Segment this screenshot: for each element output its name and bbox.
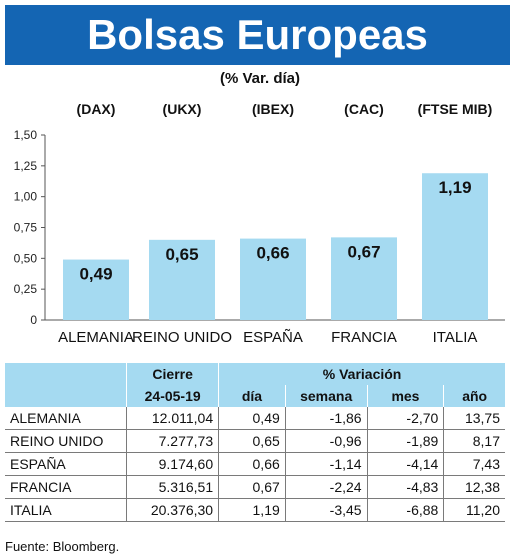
row-semana: -2,24: [284, 475, 368, 499]
row-cierre: 20.376,30: [126, 498, 219, 522]
source-note: Fuente: Bloomberg.: [5, 539, 120, 554]
row-ano: 11,20: [443, 498, 505, 522]
y-tick-label: 1,00: [14, 190, 38, 204]
index-label-ukx: (UKX): [162, 101, 202, 117]
row-ano: 13,75: [443, 407, 505, 430]
row-country: ESPAÑA: [5, 452, 127, 476]
header-cierre: Cierre: [126, 363, 219, 385]
table-row: FRANCIA 5.316,51 0,67 -2,24 -4,83 12,38: [5, 475, 505, 499]
row-country: ALEMANIA: [5, 407, 127, 430]
quotes-table-body: ALEMANIA 12.011,04 0,49 -1,86 -2,70 13,75 REIN…: [5, 407, 505, 522]
row-ano: 7,43: [443, 452, 505, 476]
bar-italia: [422, 173, 488, 320]
table-row: ITALIA 20.376,30 1,19 -3,45 -6,88 11,20: [5, 498, 505, 522]
chart-title: Bolsas Europeas: [5, 5, 510, 65]
bar-reino-unido: [149, 239, 215, 320]
row-cierre: 7.277,73: [126, 429, 219, 453]
row-semana: -0,96: [284, 429, 368, 453]
header-mes: mes: [366, 385, 444, 407]
index-labels: (DAX) (UKX) (IBEX) (CAC) (FTSE MIB): [0, 101, 520, 121]
row-mes: -4,83: [366, 475, 444, 499]
row-country: FRANCIA: [5, 475, 127, 499]
category-label: FRANCIA: [331, 329, 397, 346]
quotes-table: Cierre % Variación 24-05-19 día semana m…: [5, 363, 505, 522]
row-cierre: 9.174,60: [126, 452, 219, 476]
bar-value-label: 0,49: [79, 265, 112, 284]
bar-francia: [331, 237, 397, 320]
y-tick-label: 0,50: [14, 251, 38, 265]
bar-españa: [240, 238, 306, 320]
row-ano: 12,38: [443, 475, 505, 499]
category-label: ALEMANIA: [58, 329, 134, 346]
header-blank-2: [5, 385, 127, 407]
y-tick-label: 1,50: [14, 128, 38, 142]
index-label-dax: (DAX): [76, 101, 116, 117]
y-tick-label: 0: [30, 313, 37, 327]
index-label-ibex: (IBEX): [252, 101, 294, 117]
table-row: ESPAÑA 9.174,60 0,66 -1,14 -4,14 7,43: [5, 452, 505, 476]
row-dia: 0,65: [218, 429, 286, 453]
header-ano: año: [443, 385, 505, 407]
category-label: ESPAÑA: [243, 329, 303, 346]
header-variacion: % Variación: [218, 363, 505, 385]
header-dia: día: [218, 385, 286, 407]
bar-value-label: 0,67: [347, 242, 380, 261]
row-semana: -1,86: [284, 407, 368, 430]
row-cierre: 12.011,04: [126, 407, 219, 430]
header-blank: [5, 363, 127, 385]
row-ano: 8,17: [443, 429, 505, 453]
row-country: REINO UNIDO: [5, 429, 127, 453]
index-label-cac: (CAC): [344, 101, 384, 117]
row-cierre: 5.316,51: [126, 475, 219, 499]
y-tick-label: 0,25: [14, 282, 38, 296]
quotes-table-wrap: Cierre % Variación 24-05-19 día semana m…: [5, 363, 505, 522]
table-row: ALEMANIA 12.011,04 0,49 -1,86 -2,70 13,75: [5, 407, 505, 430]
bar-alemania: [63, 259, 129, 320]
row-semana: -1,14: [284, 452, 368, 476]
header-semana: semana: [284, 385, 368, 407]
header-date: 24-05-19: [126, 385, 219, 407]
chart-subtitle: (% Var. día): [219, 70, 301, 87]
row-semana: -3,45: [284, 498, 368, 522]
row-mes: -1,89: [366, 429, 444, 453]
row-dia: 0,66: [218, 452, 286, 476]
index-label-ftse-mib: (FTSE MIB): [417, 101, 493, 117]
row-mes: -4,14: [366, 452, 444, 476]
row-dia: 1,19: [218, 498, 286, 522]
bar-value-label: 0,65: [165, 245, 198, 264]
row-country: ITALIA: [5, 498, 127, 522]
row-mes: -6,88: [366, 498, 444, 522]
bar-value-label: 1,19: [438, 178, 471, 197]
y-tick-label: 1,25: [14, 159, 38, 173]
row-mes: -2,70: [366, 407, 444, 430]
category-label: ITALIA: [433, 329, 478, 346]
row-dia: 0,49: [218, 407, 286, 430]
category-label: REINO UNIDO: [132, 329, 232, 346]
bar-value-label: 0,66: [256, 244, 289, 263]
y-tick-label: 0,75: [14, 221, 38, 235]
bar-chart: 0 0,25 0,50 0,75 1,00 1,25 1,50 0,49 ALEMANIA 0,6…: [14, 128, 505, 346]
table-row: REINO UNIDO 7.277,73 0,65 -0,96 -1,89 8,17: [5, 429, 505, 453]
row-dia: 0,67: [218, 475, 286, 499]
